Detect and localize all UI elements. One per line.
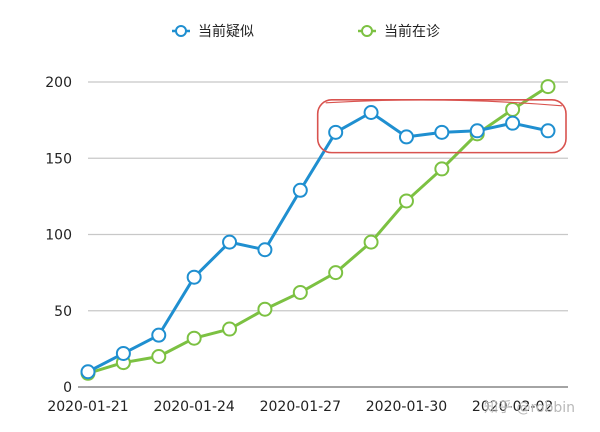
y-axis-ticks: 0 50 100 150 200 [45, 75, 72, 396]
data-point-1-4 [222, 321, 238, 337]
data-point-1-9 [398, 193, 414, 209]
series-suspected [80, 105, 556, 380]
data-point-0-4 [222, 234, 238, 250]
data-point-0-0 [80, 364, 96, 380]
data-point-0-8 [363, 105, 379, 120]
legend: 当前疑似 当前在诊 [172, 23, 440, 40]
data-point-1-2 [151, 349, 167, 364]
data-point-1-3 [186, 330, 202, 346]
legend-label-0: 当前疑似 [198, 23, 254, 40]
data-point-1-13 [540, 79, 556, 95]
x-tick-label-2020-01-27: 2020-01-27 [260, 399, 341, 415]
data-point-0-6 [292, 182, 308, 198]
y-tick-label-0: 0 [63, 380, 72, 396]
legend-marker-0 [175, 25, 187, 37]
data-point-0-11 [469, 123, 485, 139]
x-tick-label-2020-01-30: 2020-01-30 [366, 399, 447, 415]
data-point-1-12 [505, 101, 521, 117]
watermark-text: 知乎 @robbin [484, 399, 575, 416]
data-point-0-13 [540, 123, 556, 139]
y-tick-label-150: 150 [45, 151, 72, 167]
legend-label-1: 当前在诊 [384, 23, 440, 40]
data-point-0-1 [115, 345, 131, 361]
series-layer [80, 79, 556, 381]
data-point-0-7 [328, 124, 344, 140]
x-tick-label-2020-01-21: 2020-01-21 [47, 399, 128, 415]
data-point-0-12 [505, 115, 521, 131]
y-tick-label-200: 200 [45, 75, 72, 91]
data-point-0-3 [186, 269, 202, 285]
grid-lines [78, 81, 568, 388]
data-point-0-10 [434, 124, 450, 140]
data-point-0-5 [257, 242, 273, 258]
data-point-1-10 [434, 161, 450, 177]
data-point-1-6 [292, 284, 308, 300]
data-point-1-8 [363, 234, 379, 250]
y-tick-label-100: 100 [45, 228, 72, 244]
data-point-1-5 [257, 301, 273, 317]
legend-marker-1 [361, 25, 373, 37]
x-tick-label-2020-02-02: 2020-02-02 [472, 399, 553, 415]
data-point-0-2 [151, 327, 167, 343]
data-point-1-7 [328, 265, 344, 281]
x-tick-label-2020-01-24: 2020-01-24 [153, 399, 234, 415]
data-point-0-9 [398, 129, 414, 145]
annotation-stroke-overlap [325, 99, 563, 107]
x-axis-ticks: 2020-01-21 2020-01-24 2020-01-27 2020-01-30… [47, 399, 553, 415]
annotation-layer [316, 99, 567, 154]
y-tick-label-50: 50 [54, 304, 72, 320]
